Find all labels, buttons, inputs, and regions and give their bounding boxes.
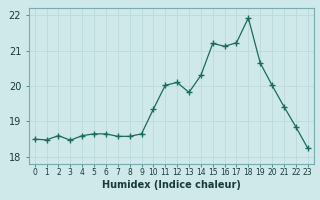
- X-axis label: Humidex (Indice chaleur): Humidex (Indice chaleur): [102, 180, 241, 190]
